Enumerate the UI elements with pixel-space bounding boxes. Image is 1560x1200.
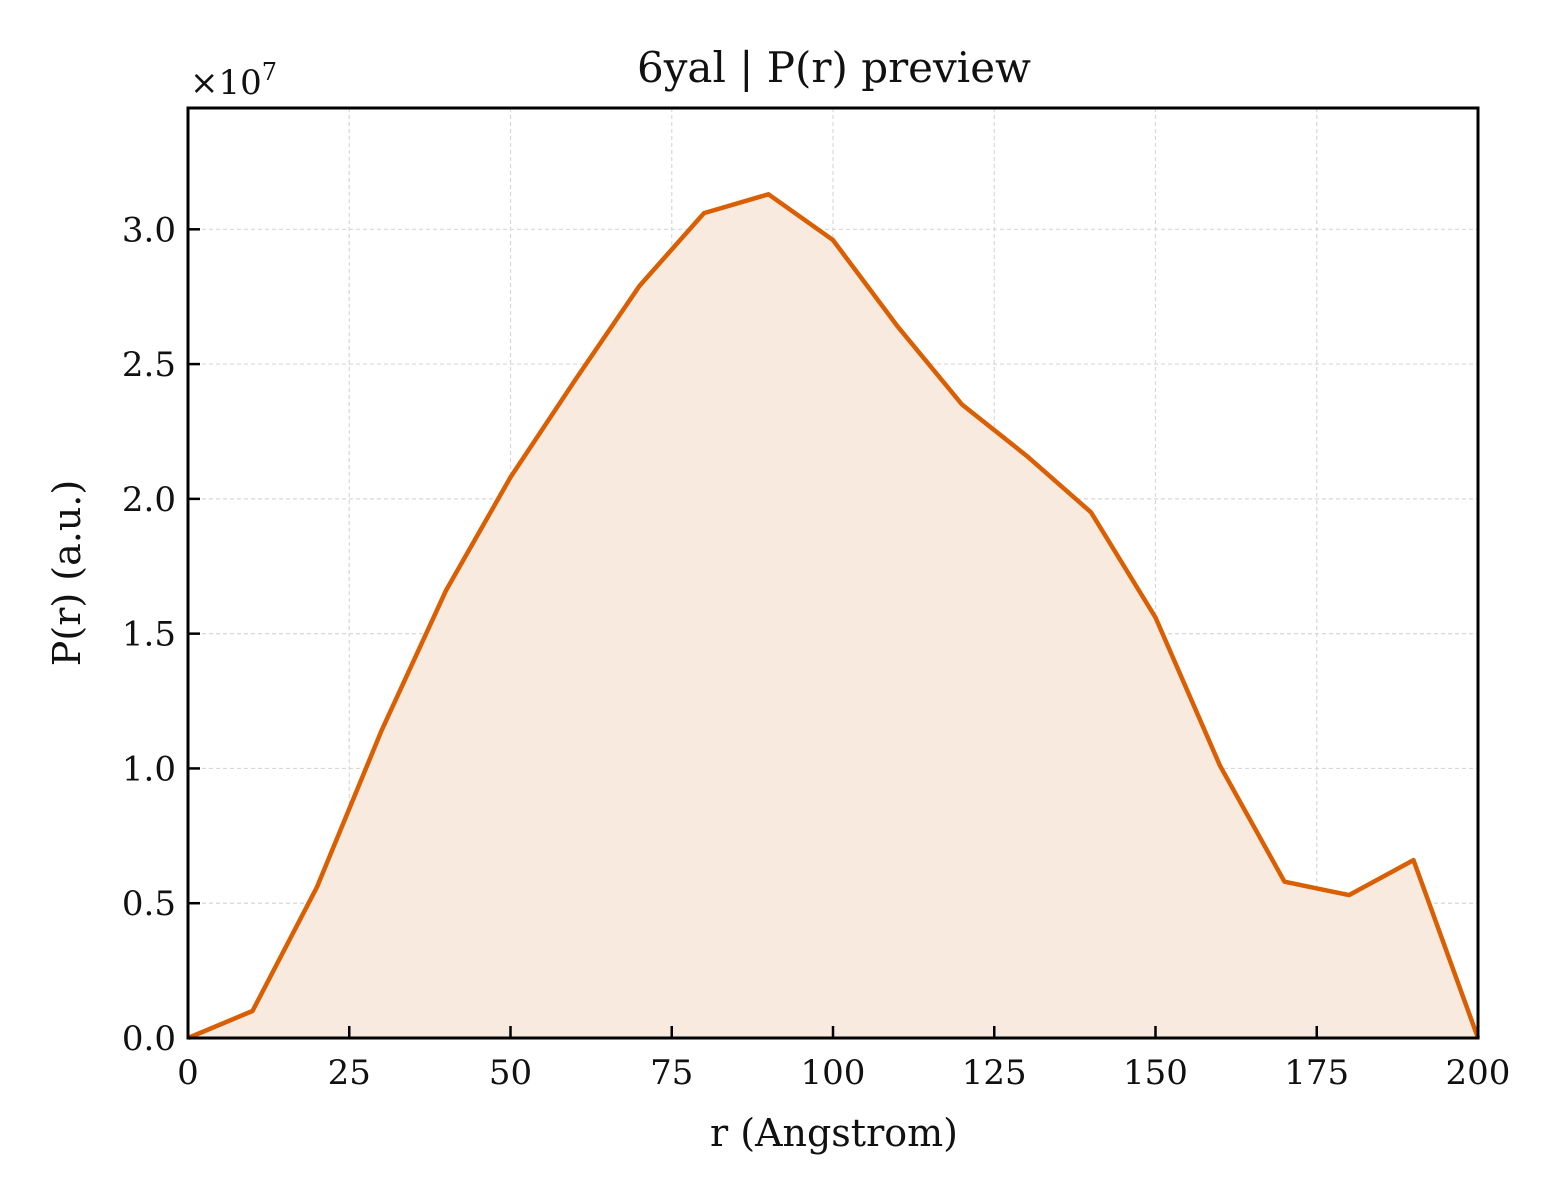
x-tick-label: 25: [328, 1053, 371, 1093]
y-tick-label: 1.5: [122, 615, 176, 655]
axis-ticks: 0 25 50 75 100 125 150 175 200 0.0 0.5 1.0 1.5 2.0 2.5…: [122, 210, 1511, 1093]
x-tick-label: 150: [1123, 1053, 1188, 1093]
x-tick-label: 50: [489, 1053, 532, 1093]
y-offset-base: ×10: [190, 63, 262, 103]
x-tick-label: 100: [801, 1053, 866, 1093]
x-tick-label: 175: [1284, 1053, 1349, 1093]
y-axis-label: P(r) (a.u.): [45, 480, 89, 666]
plot-frame: [186, 106, 1480, 1040]
series-area-fill: [188, 194, 1478, 1039]
y-offset-label: ×107: [190, 58, 277, 103]
chart-title: 6yal | P(r) preview: [637, 43, 1031, 92]
x-tick-label: 200: [1446, 1053, 1511, 1093]
y-tick-label: 0.0: [122, 1019, 176, 1059]
y-tick-label: 0.5: [122, 884, 176, 924]
y-offset-exponent: 7: [262, 58, 277, 86]
y-tick-label: 2.0: [122, 480, 176, 520]
x-tick-label: 125: [962, 1053, 1027, 1093]
x-tick-label: 75: [650, 1053, 693, 1093]
y-tick-label: 1.0: [122, 749, 176, 789]
x-axis-label: r (Angstrom): [710, 1111, 958, 1155]
y-tick-label: 3.0: [122, 210, 176, 250]
x-tick-label: 0: [177, 1053, 199, 1093]
series-line: [187, 192, 1481, 1041]
y-tick-label: 2.5: [122, 345, 176, 385]
